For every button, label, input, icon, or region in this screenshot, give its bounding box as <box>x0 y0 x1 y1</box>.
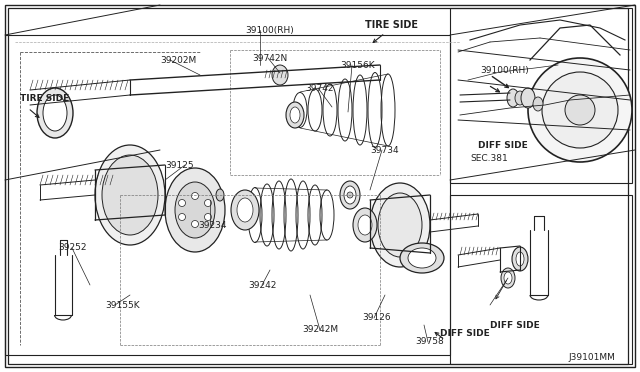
Ellipse shape <box>515 91 525 105</box>
Ellipse shape <box>501 268 515 288</box>
Ellipse shape <box>516 252 524 266</box>
Ellipse shape <box>344 186 356 204</box>
Ellipse shape <box>504 272 512 284</box>
Circle shape <box>347 192 353 198</box>
Circle shape <box>565 95 595 125</box>
Ellipse shape <box>358 215 372 235</box>
Ellipse shape <box>102 155 158 235</box>
Bar <box>450 8 632 183</box>
Ellipse shape <box>286 102 304 128</box>
Ellipse shape <box>43 95 67 131</box>
Ellipse shape <box>400 243 444 273</box>
Ellipse shape <box>512 247 528 271</box>
Text: 39125: 39125 <box>165 160 194 170</box>
Text: SEC.381: SEC.381 <box>470 154 508 163</box>
Ellipse shape <box>37 88 73 138</box>
Circle shape <box>179 214 186 221</box>
Ellipse shape <box>95 145 165 245</box>
Text: 39242M: 39242M <box>302 326 338 334</box>
Text: J39101MM: J39101MM <box>568 353 615 362</box>
Circle shape <box>542 72 618 148</box>
Circle shape <box>179 199 186 206</box>
Text: 39734: 39734 <box>370 145 399 154</box>
Ellipse shape <box>237 198 253 222</box>
Circle shape <box>528 58 632 162</box>
Text: 39242: 39242 <box>248 280 276 289</box>
Ellipse shape <box>290 107 300 123</box>
Text: DIFF SIDE: DIFF SIDE <box>478 141 528 150</box>
Circle shape <box>205 214 211 221</box>
Text: DIFF SIDE: DIFF SIDE <box>440 328 490 337</box>
Ellipse shape <box>408 248 436 268</box>
Ellipse shape <box>378 193 422 257</box>
Ellipse shape <box>216 189 224 201</box>
Text: TIRE SIDE: TIRE SIDE <box>20 93 69 103</box>
Text: 39742N: 39742N <box>252 54 287 62</box>
Ellipse shape <box>353 208 377 242</box>
Text: TIRE SIDE: TIRE SIDE <box>365 20 418 30</box>
Text: 39758: 39758 <box>415 337 444 346</box>
Text: 39742: 39742 <box>305 83 333 93</box>
Ellipse shape <box>175 182 215 238</box>
Text: 39202M: 39202M <box>160 55 196 64</box>
Bar <box>450 195 632 364</box>
Text: 39126: 39126 <box>362 314 390 323</box>
Ellipse shape <box>521 88 535 108</box>
Text: 39234: 39234 <box>198 221 227 230</box>
Text: 39156K: 39156K <box>340 61 374 70</box>
Circle shape <box>205 199 211 206</box>
Circle shape <box>191 192 198 199</box>
Text: 39100(RH): 39100(RH) <box>480 65 529 74</box>
Text: 39252: 39252 <box>58 244 86 253</box>
Text: 39100(RH): 39100(RH) <box>245 26 294 35</box>
Text: DIFF SIDE: DIFF SIDE <box>490 321 540 330</box>
Ellipse shape <box>231 190 259 230</box>
Ellipse shape <box>507 89 519 107</box>
Text: 39155K: 39155K <box>105 301 140 310</box>
Ellipse shape <box>272 65 288 85</box>
Circle shape <box>191 221 198 228</box>
Ellipse shape <box>533 97 543 111</box>
Ellipse shape <box>370 183 430 267</box>
Ellipse shape <box>165 168 225 252</box>
Ellipse shape <box>340 181 360 209</box>
